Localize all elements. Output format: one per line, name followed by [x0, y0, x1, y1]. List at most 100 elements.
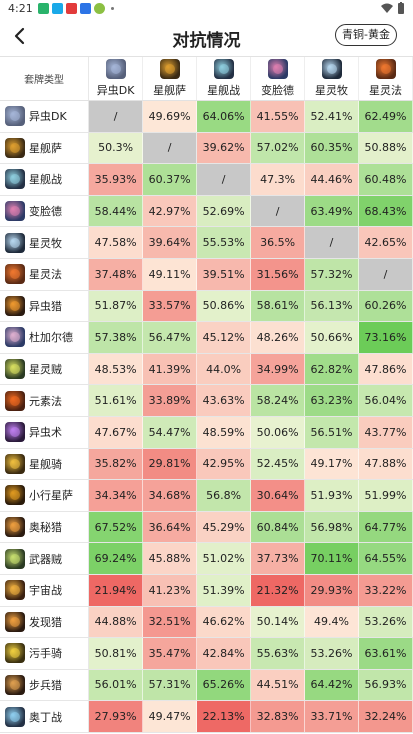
winrate-cell[interactable]: 47.88%: [359, 448, 413, 480]
winrate-cell[interactable]: /: [251, 195, 306, 227]
row-deck-label[interactable]: 星灵法: [0, 258, 90, 290]
winrate-cell[interactable]: 36.5%: [251, 227, 306, 258]
winrate-cell[interactable]: 51.02%: [197, 543, 252, 574]
winrate-cell[interactable]: 45.29%: [197, 511, 252, 543]
winrate-cell[interactable]: 34.68%: [143, 480, 198, 511]
winrate-cell[interactable]: 22.13%: [197, 701, 252, 732]
winrate-cell[interactable]: 34.34%: [89, 480, 144, 511]
winrate-cell[interactable]: 35.93%: [89, 164, 144, 195]
winrate-cell[interactable]: 62.49%: [359, 101, 413, 132]
winrate-cell[interactable]: 68.43%: [359, 195, 413, 227]
winrate-cell[interactable]: 49.47%: [143, 701, 198, 732]
winrate-cell[interactable]: 48.59%: [197, 416, 252, 448]
winrate-cell[interactable]: 63.23%: [305, 385, 360, 416]
winrate-cell[interactable]: 64.77%: [359, 511, 413, 543]
winrate-cell[interactable]: 33.57%: [143, 290, 198, 322]
winrate-cell[interactable]: 51.87%: [89, 290, 144, 322]
winrate-cell[interactable]: 44.51%: [251, 669, 306, 701]
column-header[interactable]: 变脸德: [251, 57, 306, 100]
winrate-cell[interactable]: 56.47%: [143, 322, 198, 353]
winrate-cell[interactable]: 34.99%: [251, 353, 306, 385]
winrate-cell[interactable]: 55.53%: [197, 227, 252, 258]
winrate-cell[interactable]: 58.24%: [251, 385, 306, 416]
winrate-cell[interactable]: /: [89, 101, 144, 132]
winrate-cell[interactable]: 57.32%: [305, 258, 360, 290]
winrate-cell[interactable]: /: [305, 227, 360, 258]
winrate-cell[interactable]: 42.97%: [143, 195, 198, 227]
winrate-cell[interactable]: 50.06%: [251, 416, 306, 448]
winrate-cell[interactable]: 63.61%: [359, 638, 413, 669]
winrate-cell[interactable]: 36.64%: [143, 511, 198, 543]
winrate-cell[interactable]: 42.95%: [197, 448, 252, 480]
winrate-cell[interactable]: 56.8%: [197, 480, 252, 511]
winrate-cell[interactable]: 44.46%: [305, 164, 360, 195]
row-deck-label[interactable]: 元素法: [0, 385, 90, 416]
winrate-cell[interactable]: 55.63%: [251, 638, 306, 669]
winrate-cell[interactable]: 29.81%: [143, 448, 198, 480]
winrate-cell[interactable]: 21.94%: [89, 574, 144, 606]
winrate-cell[interactable]: 60.37%: [143, 164, 198, 195]
row-deck-label[interactable]: 杜加尔德: [0, 322, 90, 353]
winrate-cell[interactable]: /: [197, 164, 252, 195]
winrate-cell[interactable]: 31.56%: [251, 258, 306, 290]
winrate-cell[interactable]: 51.93%: [305, 480, 360, 511]
winrate-cell[interactable]: 60.84%: [251, 511, 306, 543]
winrate-cell[interactable]: 56.04%: [359, 385, 413, 416]
winrate-cell[interactable]: 49.69%: [143, 101, 198, 132]
winrate-cell[interactable]: 67.52%: [89, 511, 144, 543]
winrate-cell[interactable]: 60.35%: [305, 132, 360, 164]
winrate-cell[interactable]: 45.12%: [197, 322, 252, 353]
winrate-cell[interactable]: 47.67%: [89, 416, 144, 448]
winrate-cell[interactable]: 39.51%: [197, 258, 252, 290]
winrate-cell[interactable]: 42.65%: [359, 227, 413, 258]
winrate-cell[interactable]: 48.53%: [89, 353, 144, 385]
winrate-cell[interactable]: 52.41%: [305, 101, 360, 132]
winrate-cell[interactable]: 64.06%: [197, 101, 252, 132]
winrate-cell[interactable]: 56.01%: [89, 669, 144, 701]
winrate-cell[interactable]: 53.26%: [359, 606, 413, 638]
winrate-cell[interactable]: 46.62%: [197, 606, 252, 638]
winrate-cell[interactable]: 50.81%: [89, 638, 144, 669]
row-deck-label[interactable]: 奥秘猎: [0, 511, 90, 543]
winrate-cell[interactable]: 35.82%: [89, 448, 144, 480]
winrate-cell[interactable]: 57.02%: [251, 132, 306, 164]
winrate-cell[interactable]: 30.64%: [251, 480, 306, 511]
winrate-cell[interactable]: 73.16%: [359, 322, 413, 353]
winrate-cell[interactable]: 27.93%: [89, 701, 144, 732]
winrate-cell[interactable]: 63.49%: [305, 195, 360, 227]
winrate-cell[interactable]: 57.31%: [143, 669, 198, 701]
winrate-cell[interactable]: 32.51%: [143, 606, 198, 638]
winrate-cell[interactable]: 49.17%: [305, 448, 360, 480]
winrate-cell[interactable]: 35.47%: [143, 638, 198, 669]
column-header[interactable]: 星灵牧: [305, 57, 360, 100]
row-deck-label[interactable]: 小行星萨: [0, 480, 90, 511]
winrate-cell[interactable]: 37.48%: [89, 258, 144, 290]
winrate-cell[interactable]: 50.86%: [197, 290, 252, 322]
winrate-cell[interactable]: 49.4%: [305, 606, 360, 638]
winrate-cell[interactable]: 50.3%: [89, 132, 144, 164]
winrate-cell[interactable]: 44.88%: [89, 606, 144, 638]
winrate-cell[interactable]: 60.26%: [359, 290, 413, 322]
winrate-cell[interactable]: 48.26%: [251, 322, 306, 353]
row-deck-label[interactable]: 变脸德: [0, 195, 90, 227]
winrate-cell[interactable]: 33.89%: [143, 385, 198, 416]
winrate-cell[interactable]: 62.82%: [305, 353, 360, 385]
winrate-cell[interactable]: /: [359, 258, 413, 290]
winrate-cell[interactable]: 41.39%: [143, 353, 198, 385]
row-deck-label[interactable]: 宇宙战: [0, 574, 90, 606]
winrate-cell[interactable]: 56.51%: [305, 416, 360, 448]
winrate-cell[interactable]: 50.88%: [359, 132, 413, 164]
winrate-cell[interactable]: 69.24%: [89, 543, 144, 574]
winrate-cell[interactable]: 49.11%: [143, 258, 198, 290]
winrate-cell[interactable]: 54.47%: [143, 416, 198, 448]
column-header[interactable]: 星舰萨: [143, 57, 198, 100]
row-deck-label[interactable]: 武器贼: [0, 543, 90, 574]
winrate-cell[interactable]: 39.62%: [197, 132, 252, 164]
row-deck-label[interactable]: 异虫术: [0, 416, 90, 448]
row-deck-label[interactable]: 异虫猎: [0, 290, 90, 322]
winrate-cell[interactable]: 44.0%: [197, 353, 252, 385]
winrate-cell[interactable]: 41.23%: [143, 574, 198, 606]
winrate-cell[interactable]: 32.24%: [359, 701, 413, 732]
winrate-cell[interactable]: 43.77%: [359, 416, 413, 448]
row-deck-label[interactable]: 星舰萨: [0, 132, 90, 164]
